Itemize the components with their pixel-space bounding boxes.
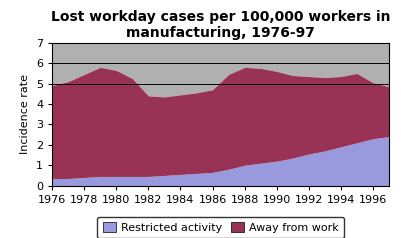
Y-axis label: Incidence rate: Incidence rate [20,74,30,154]
Title: Lost workday cases per 100,000 workers in
manufacturing, 1976-97: Lost workday cases per 100,000 workers i… [51,10,390,40]
Legend: Restricted activity, Away from work: Restricted activity, Away from work [97,217,344,238]
